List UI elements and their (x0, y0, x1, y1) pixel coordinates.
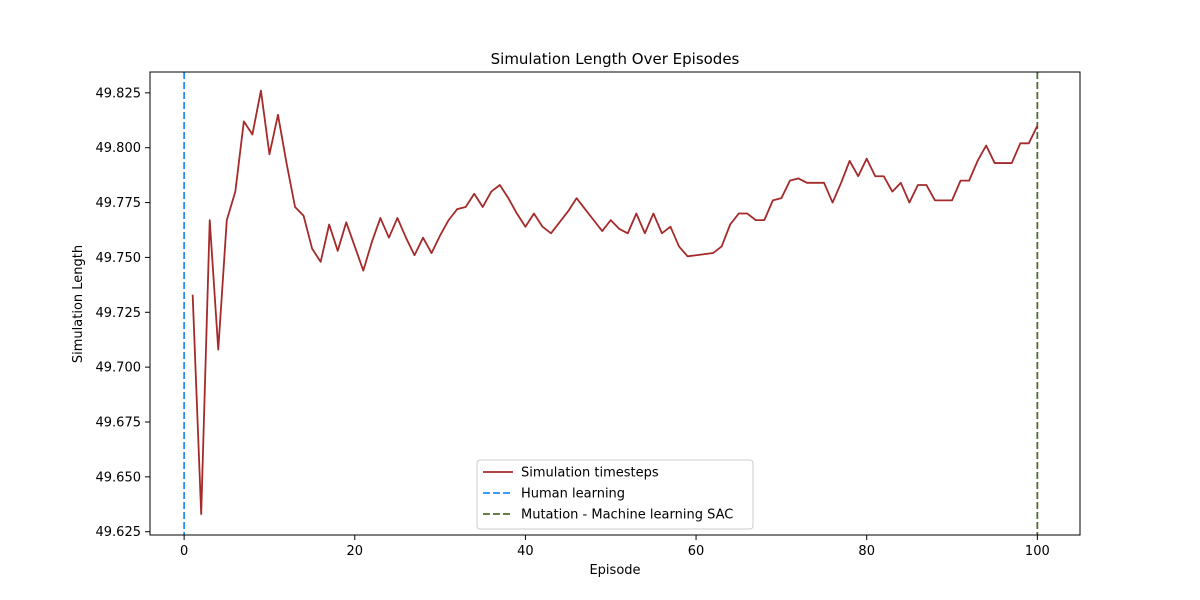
y-tick-label: 49.775 (96, 196, 142, 211)
legend-box (476, 459, 754, 530)
legend-label: Human learning (521, 487, 625, 502)
legend-label: Mutation - Machine learning SAC (521, 508, 733, 523)
y-tick-label: 49.825 (96, 86, 142, 101)
y-tick-label: 49.650 (96, 470, 142, 485)
plot-area (149, 71, 1081, 536)
legend: Simulation timesteps Human learning Mutati… (476, 459, 754, 530)
x-axis-label: Episode (589, 563, 640, 578)
y-tick-label: 49.800 (96, 141, 142, 156)
x-tick-label: 20 (346, 544, 363, 559)
y-tick-label: 49.700 (96, 361, 142, 376)
plot-frame (149, 71, 1081, 536)
simulation-timesteps-line (191, 89, 1039, 516)
y-axis: 49.625 49.650 49.675 49.700 49.725 49.750 49.7… (96, 86, 150, 540)
y-axis-label: Simulation Length (71, 245, 86, 363)
y-tick-label: 49.750 (96, 251, 142, 266)
y-tick-label: 49.625 (96, 525, 142, 540)
x-tick-label: 100 (1025, 544, 1050, 559)
chart-title: Simulation Length Over Episodes (491, 50, 740, 68)
y-tick-label: 49.675 (96, 415, 142, 430)
x-tick-label: 0 (180, 544, 188, 559)
x-axis: 0 20 40 60 80 100 (180, 535, 1050, 559)
x-tick-label: 80 (858, 544, 875, 559)
x-tick-label: 60 (688, 544, 705, 559)
legend-label: Simulation timesteps (521, 466, 659, 481)
y-tick-label: 49.725 (96, 306, 142, 321)
x-tick-label: 40 (517, 544, 534, 559)
